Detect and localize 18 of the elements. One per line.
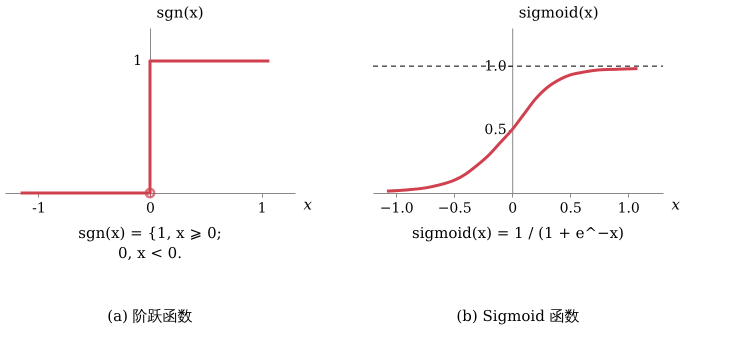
x-axis-title: x [672, 196, 680, 214]
text: (b) Sigmoid 函数 [456, 307, 580, 325]
x-tick-label: -1 [32, 200, 46, 216]
x-tick-label: −0.5 [438, 200, 472, 216]
x-tick-label: 1 [258, 200, 266, 216]
annotation: 1 [133, 53, 142, 69]
y-axis-title: sgn(x) [156, 4, 204, 22]
text: (a) 阶跃函数 [107, 307, 193, 325]
x-tick-label: 0 [508, 200, 518, 216]
text: 0, x < 0. [118, 244, 182, 262]
x-axis-title: x [304, 196, 312, 214]
x-tick-label: 1.0 [618, 200, 640, 216]
text: sigmoid(x) = 1 / (1 + e^−x) [412, 224, 624, 242]
x-tick-label: −1.0 [380, 200, 414, 216]
y-axis-title: sigmoid(x) [518, 4, 599, 22]
x-tick-label: 0 [146, 200, 155, 216]
text: sgn(x) = {1, x ⩾ 0; [78, 224, 222, 242]
x-tick-label: 0.5 [560, 200, 582, 216]
